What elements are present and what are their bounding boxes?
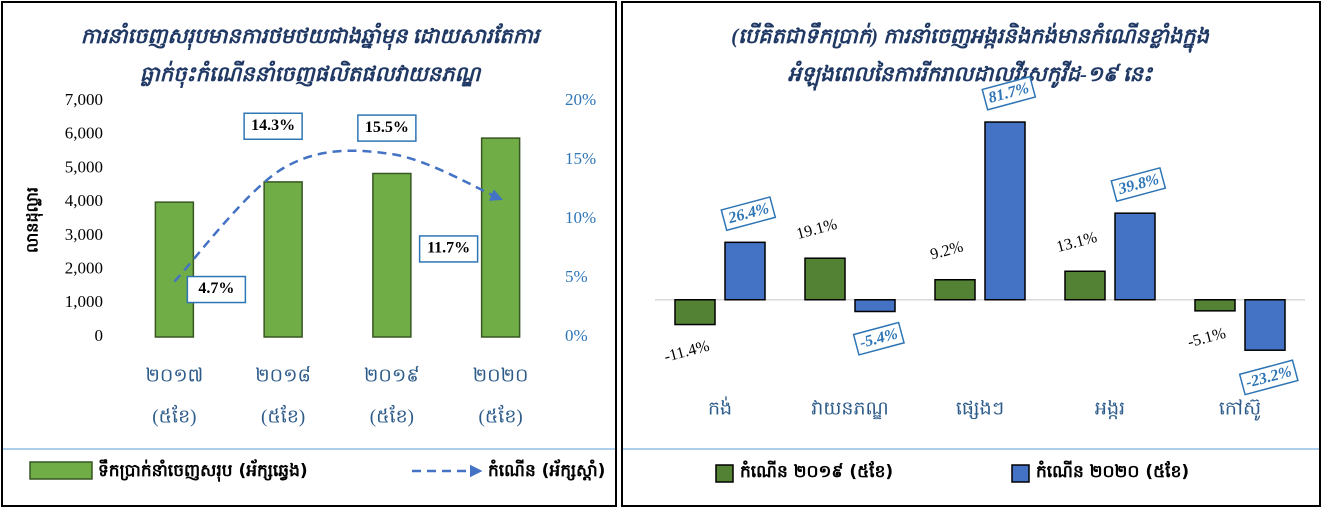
y-tick-label: 4,000 bbox=[65, 191, 103, 210]
y-tick-label: 1,000 bbox=[65, 292, 103, 311]
data-label: 19.1% bbox=[795, 216, 839, 243]
x-tick-label: វាយនភណ្ឌ bbox=[811, 398, 888, 419]
bar bbox=[934, 278, 976, 301]
data-label-group: -5.1% bbox=[1186, 325, 1228, 351]
bar bbox=[674, 299, 716, 326]
data-label: 4.7% bbox=[198, 280, 234, 297]
data-label: 15.5% bbox=[365, 119, 409, 136]
legend-label: កំណើន ២០១៩ (៥ខែ) bbox=[740, 460, 893, 482]
x-tick-label: កង់ bbox=[708, 395, 732, 419]
y-tick-label: 6,000 bbox=[65, 124, 103, 143]
bar bbox=[984, 121, 1026, 301]
bar bbox=[1244, 299, 1286, 351]
legend-swatch bbox=[1011, 464, 1030, 483]
data-label: -5.1% bbox=[1186, 325, 1228, 351]
growth-line bbox=[173, 149, 503, 283]
bar bbox=[1064, 270, 1106, 301]
right-panel bbox=[621, 1, 1321, 507]
legend-label: កំណើន (អ័ក្សស្តាំ) bbox=[488, 459, 605, 481]
x-tick-label: (៥ខែ) bbox=[261, 404, 305, 427]
data-label-group: 26.4% bbox=[720, 196, 777, 232]
x-tick-label: ២០១៧ bbox=[145, 365, 203, 386]
y-axis-label: លានដុល្លារ bbox=[25, 187, 44, 253]
x-tick-label: (៥ខែ) bbox=[152, 404, 196, 427]
bar bbox=[804, 257, 846, 301]
data-label-box bbox=[186, 275, 247, 304]
x-tick-label: (៥ខែ) bbox=[479, 404, 523, 427]
data-label-box bbox=[1238, 359, 1299, 396]
data-label-group: -11.4% bbox=[662, 338, 711, 366]
chart-title: អំឡុងពេលនៃការរីករាលដាលវីរុសកូវីដ-១៩ នេះ bbox=[788, 60, 1154, 91]
bar bbox=[480, 137, 521, 338]
data-label-box bbox=[981, 75, 1037, 111]
data-label-group: 9.2% bbox=[928, 238, 965, 263]
y-tick-label: 7,000 bbox=[65, 90, 103, 109]
y2-tick-label: 15% bbox=[565, 149, 596, 168]
y-tick-label: 0 bbox=[95, 326, 104, 345]
x-tick-label: ២០២០ bbox=[473, 365, 529, 386]
x-tick-label: ២០១៩ bbox=[364, 365, 420, 386]
bar bbox=[1194, 299, 1236, 312]
bar bbox=[154, 201, 195, 338]
data-label-box bbox=[243, 112, 303, 141]
data-label: 13.1% bbox=[1055, 229, 1099, 256]
data-label: -11.4% bbox=[662, 338, 711, 366]
data-label-box bbox=[1110, 166, 1167, 203]
y2-tick-label: 0% bbox=[565, 326, 588, 345]
data-label-box bbox=[418, 235, 479, 263]
x-tick-label: ២០១៨ bbox=[255, 365, 311, 386]
legend-swatch bbox=[29, 461, 93, 480]
bar bbox=[372, 172, 412, 338]
y2-tick-label: 5% bbox=[565, 267, 588, 286]
data-label-group: -23.2% bbox=[1238, 359, 1299, 396]
data-label-group: -5.4% bbox=[852, 321, 905, 356]
x-tick-label: ផ្សេងៗ bbox=[956, 398, 1004, 419]
x-tick-label: កៅស៊ូ bbox=[1219, 398, 1261, 421]
y-tick-label: 5,000 bbox=[65, 157, 103, 176]
chart-title: ការនាំចេញសរុបមានការថមថយជាងឆ្នាំមុន ដោយសា… bbox=[81, 22, 543, 51]
data-label: 14.3% bbox=[251, 117, 295, 134]
legend-label: កំណើន ២០២០ (៥ខែ) bbox=[1036, 460, 1189, 482]
bar bbox=[1114, 212, 1156, 301]
y-tick-label: 3,000 bbox=[65, 225, 103, 244]
data-label-box bbox=[720, 196, 777, 232]
y-tick-label: 2,000 bbox=[65, 258, 103, 277]
data-label-group: 13.1% bbox=[1055, 229, 1099, 256]
left-panel bbox=[1, 1, 617, 507]
chart-title: ធ្លាក់ចុះកំណើននាំចេញផលិតផលវាយនភណ្ឌ bbox=[140, 60, 482, 89]
legend-swatch bbox=[715, 464, 734, 483]
chart-title: (បើគិតជាទឹកប្រាក់) ការនាំចេញអង្ករនិងកង់ម… bbox=[731, 22, 1210, 53]
data-label-group: 39.8% bbox=[1110, 166, 1167, 203]
data-label-group: 19.1% bbox=[795, 216, 839, 243]
bar bbox=[263, 181, 303, 338]
bar bbox=[854, 299, 896, 313]
data-label-box bbox=[357, 114, 417, 142]
legend-label: ទឹកប្រាក់នាំចេញសរុប (អ័ក្សឆ្វេង) bbox=[98, 459, 308, 482]
x-tick-label: អង្ករ bbox=[1095, 398, 1125, 419]
data-label: 9.2% bbox=[928, 238, 965, 263]
y2-tick-label: 20% bbox=[565, 90, 596, 109]
data-label-box bbox=[852, 321, 905, 356]
data-label: 11.7% bbox=[427, 240, 470, 257]
bar bbox=[724, 241, 766, 301]
y2-tick-label: 10% bbox=[565, 208, 596, 227]
x-tick-label: (៥ខែ) bbox=[370, 404, 414, 427]
